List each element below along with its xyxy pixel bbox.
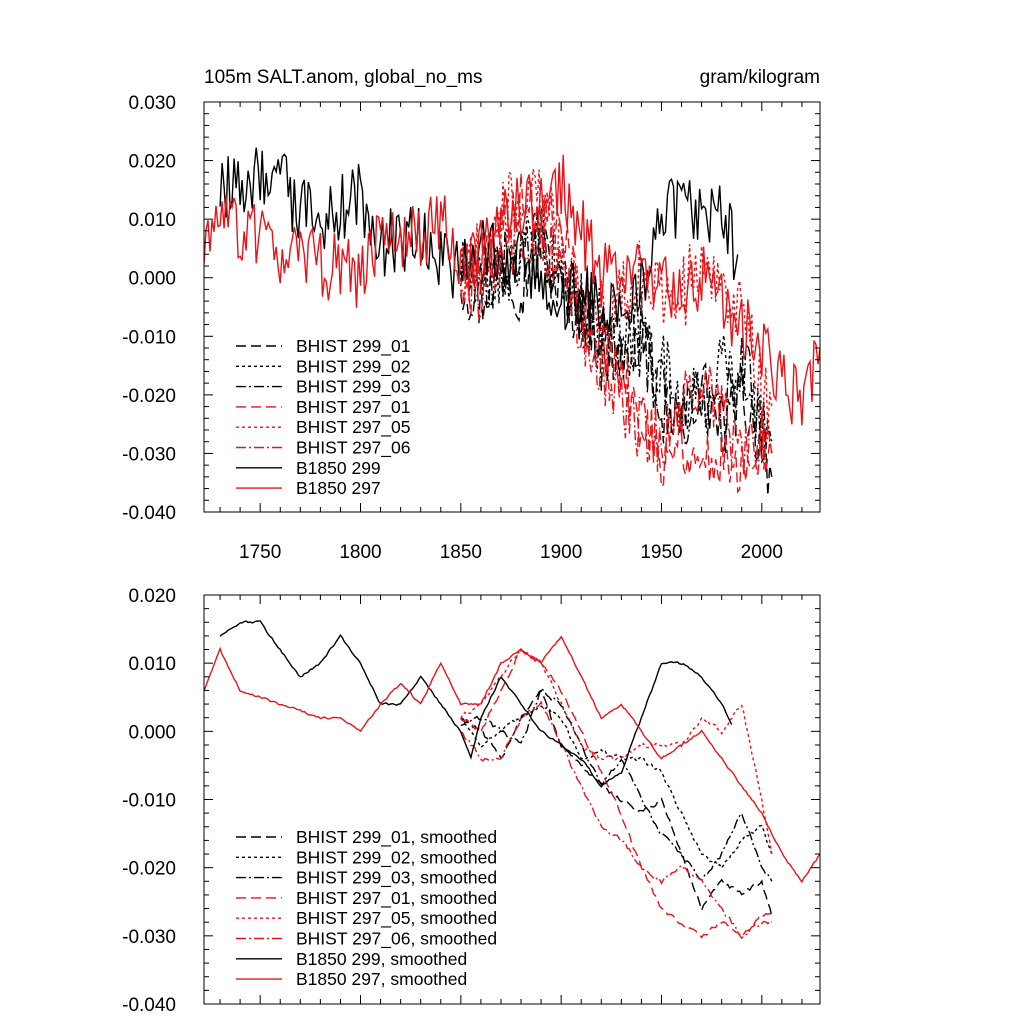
- series-line-bhist-297-01-smoothed: [460, 649, 773, 939]
- y-tick-label: -0.010: [122, 327, 176, 348]
- y-tick-label: -0.020: [122, 859, 176, 880]
- y-tick-label: -0.030: [122, 444, 176, 465]
- legend-label: BHIST 297_05: [296, 417, 410, 438]
- legend-label: BHIST 297_05, smoothed: [296, 908, 497, 929]
- legend-label: BHIST 299_02: [296, 356, 410, 377]
- series-line-bhist-297-05-smoothed: [460, 649, 773, 855]
- y-tick-label: 0.000: [128, 722, 176, 743]
- series-line-b1850-299-smoothed: [219, 620, 733, 788]
- x-tick-label: 1950: [640, 542, 682, 563]
- legend-label: BHIST 299_03: [296, 377, 410, 398]
- y-tick-label: -0.040: [122, 503, 176, 524]
- series-line-bhist-299-02-smoothed: [460, 705, 773, 870]
- x-tick-label: 2000: [741, 542, 783, 563]
- y-tick-label: 0.020: [128, 152, 176, 173]
- y-tick-label: -0.040: [122, 995, 176, 1016]
- series-line-b1850-297: [204, 154, 820, 426]
- series-group: [204, 147, 820, 496]
- legend-label: BHIST 297_01, smoothed: [296, 888, 497, 909]
- plot-frame: [203, 101, 821, 513]
- series-group: [204, 620, 820, 940]
- legend-label: B1850 297, smoothed: [296, 969, 467, 989]
- series-line-bhist-297-06: [460, 208, 773, 477]
- legend-label: BHIST 297_06, smoothed: [296, 929, 497, 950]
- series-line-bhist-297-06-smoothed: [460, 700, 773, 940]
- y-tick-label: -0.010: [122, 791, 176, 812]
- series-line-bhist-299-01: [460, 226, 773, 496]
- series-line-b1850-297-smoothed: [204, 635, 820, 884]
- x-tick-label: 1900: [540, 542, 582, 563]
- y-tick-label: -0.030: [122, 927, 176, 948]
- legend-label: BHIST 299_01: [296, 336, 410, 357]
- series-line-bhist-297-01: [460, 173, 773, 494]
- legend-label: B1850 299, smoothed: [296, 949, 467, 969]
- series-line-bhist-299-02: [460, 208, 773, 454]
- legend-label: B1850 297: [296, 478, 381, 498]
- legend-label: BHIST 297_06: [296, 438, 410, 459]
- chart-title-right: gram/kilogram: [700, 67, 820, 88]
- series-line-bhist-299-03: [460, 205, 773, 454]
- legend-label: BHIST 299_02, smoothed: [296, 847, 497, 868]
- x-tick-label: 1750: [239, 542, 281, 563]
- legend-label: B1850 299: [296, 458, 381, 478]
- top-chart-panel: 0.030 0.020 0.010 0.000 -0.010 -0.020 -0.030 -0…: [122, 93, 821, 563]
- y-tick-label: -0.020: [122, 386, 176, 407]
- legend-label: BHIST 297_01: [296, 397, 410, 418]
- bottom-chart-panel: 0.020 0.010 0.000 -0.010 -0.020 -0.030 -0.040 B…: [122, 586, 821, 1016]
- legend-label: BHIST 299_03, smoothed: [296, 868, 497, 889]
- x-tick-label: 1800: [339, 542, 381, 563]
- series-line-bhist-299-03-smoothed: [460, 687, 773, 882]
- legend-label: BHIST 299_01, smoothed: [296, 827, 497, 848]
- series-line-bhist-299-01-smoothed: [460, 689, 773, 916]
- y-tick-label: 0.010: [128, 210, 176, 231]
- series-line-b1850-299: [219, 147, 739, 333]
- y-tick-label: 0.030: [128, 93, 176, 114]
- y-tick-label: 0.000: [128, 269, 176, 290]
- x-tick-label: 1850: [440, 542, 482, 563]
- chart-title-left: 105m SALT.anom, global_no_ms: [204, 67, 482, 88]
- y-tick-label: 0.020: [128, 586, 176, 607]
- y-tick-label: 0.010: [128, 654, 176, 675]
